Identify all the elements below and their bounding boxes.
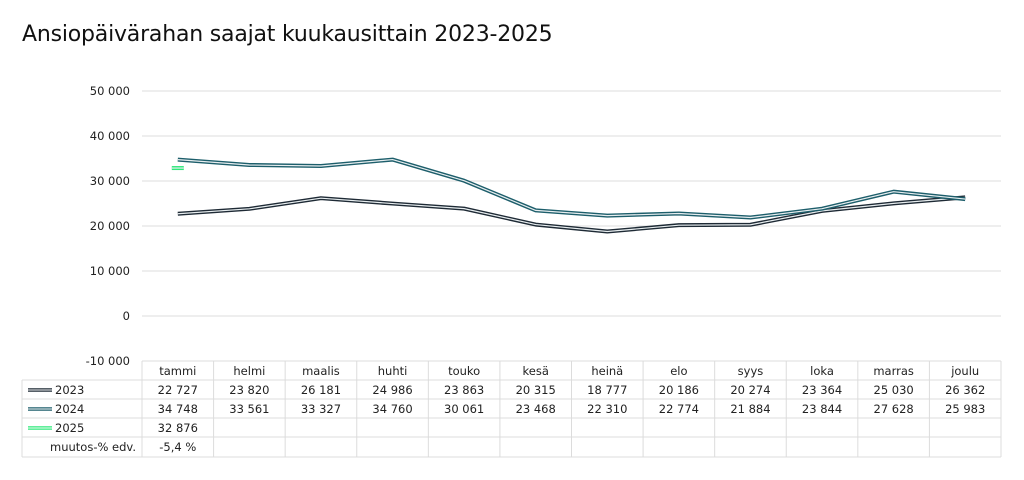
legend-label: 2023 [55,383,84,397]
data-label: 26 181 [301,383,341,397]
data-label: 27 628 [874,402,914,416]
data-label: 33 327 [301,402,341,416]
series-line-inner-2024 [177,158,966,219]
category-label: elo [670,364,687,378]
category-label: maalis [302,364,340,378]
legend-label: 2025 [55,421,84,435]
y-tick-label: 10 000 [90,264,130,278]
category-label: helmi [233,364,265,378]
category-label: huhti [378,364,408,378]
series-line-inner-2023 [177,196,966,233]
data-label: 34 760 [372,402,412,416]
category-label: loka [810,364,834,378]
data-label: 32 876 [158,421,198,435]
data-label: 25 983 [945,402,985,416]
y-tick-label: 30 000 [90,174,130,188]
data-label: 20 186 [659,383,699,397]
change-row-label: muutos-% edv. [50,440,136,454]
data-label: 24 986 [372,383,412,397]
data-label: 23 364 [802,383,842,397]
data-label: 23 468 [516,402,556,416]
category-label: heinä [591,364,623,378]
data-label: 20 315 [516,383,556,397]
change-value: -5,4 % [159,440,196,454]
y-tick-label: -10 000 [86,354,130,368]
category-label: touko [448,364,480,378]
data-label: 33 561 [229,402,269,416]
category-label: syys [738,364,764,378]
y-tick-label: 20 000 [90,219,130,233]
category-label: joulu [950,364,979,378]
data-label: 23 863 [444,383,484,397]
data-label: 22 310 [587,402,627,416]
data-label: 34 748 [158,402,198,416]
data-label: 26 362 [945,383,985,397]
data-label: 25 030 [874,383,914,397]
category-label: kesä [523,364,549,378]
data-label: 22 774 [659,402,699,416]
y-tick-label: 50 000 [90,84,130,98]
data-label: 18 777 [587,383,627,397]
chart-title: Ansiopäivärahan saajat kuukausittain 202… [22,22,553,47]
y-tick-label: 0 [123,309,130,323]
data-label: 30 061 [444,402,484,416]
category-label: marras [873,364,914,378]
data-label: 23 844 [802,402,842,416]
data-label: 21 884 [730,402,770,416]
category-label: tammi [159,364,196,378]
data-label: 23 820 [229,383,269,397]
y-tick-label: 40 000 [90,129,130,143]
data-label: 20 274 [730,383,770,397]
data-label: 22 727 [158,383,198,397]
legend-label: 2024 [55,402,84,416]
